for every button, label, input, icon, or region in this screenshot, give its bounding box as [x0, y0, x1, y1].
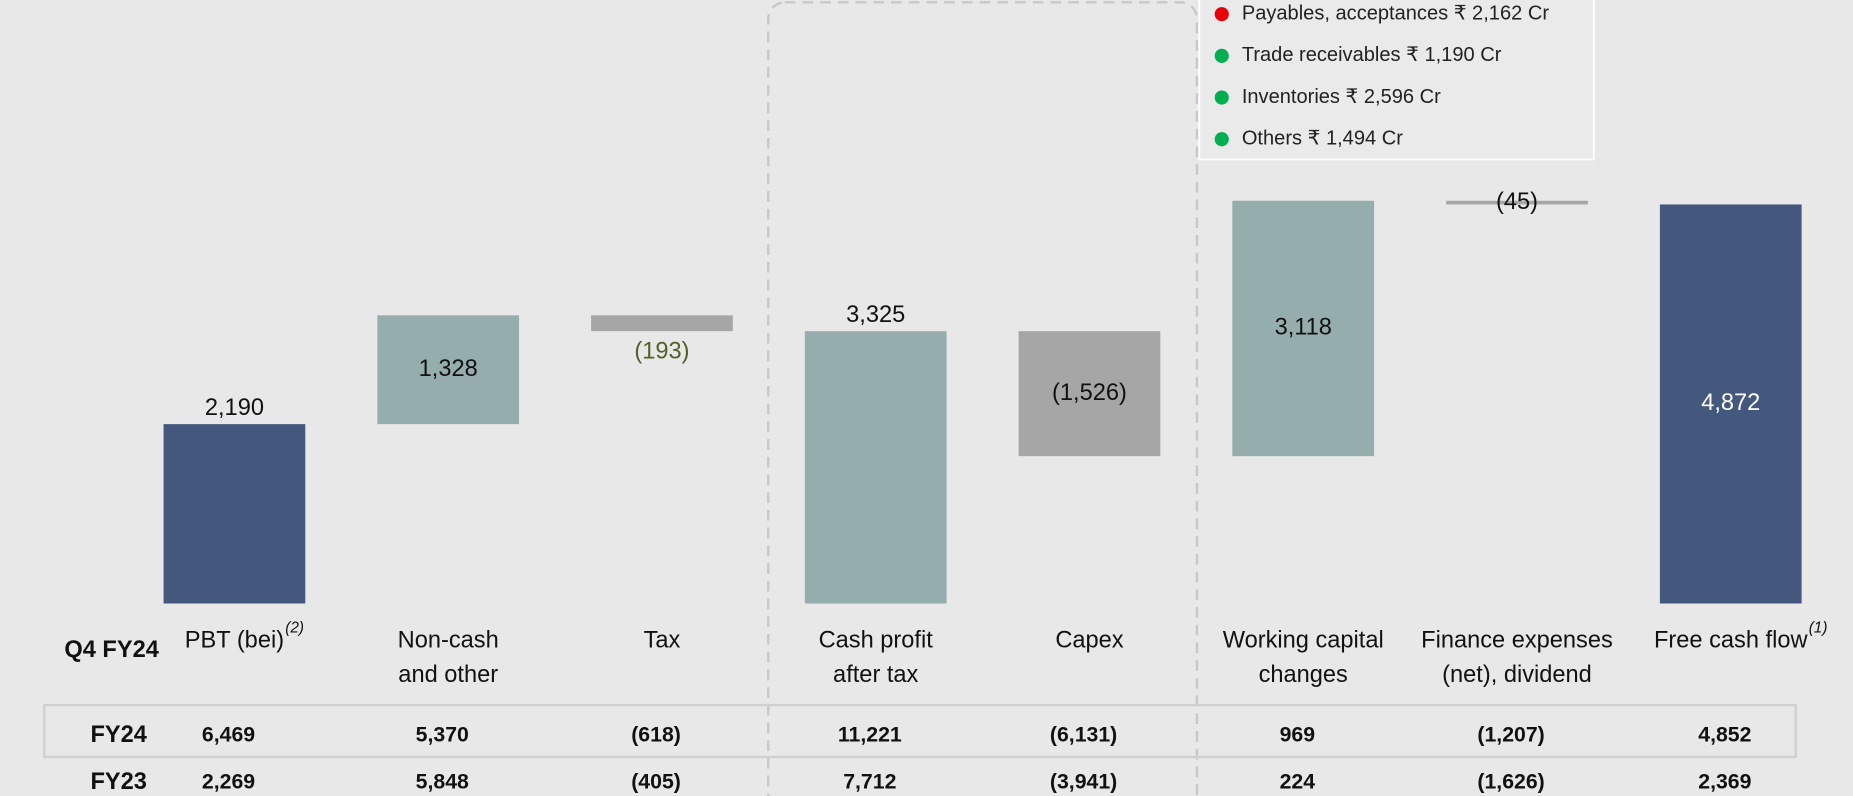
footnote-mark: (1)	[1809, 619, 1828, 636]
value-label: (1,526)	[1052, 380, 1127, 406]
table-cell: 2,369	[1698, 770, 1751, 794]
legend-dot	[1214, 132, 1229, 147]
bar	[1018, 331, 1161, 457]
table-cell: (618)	[631, 722, 681, 746]
row-label: FY24	[90, 722, 146, 748]
bar	[1446, 200, 1588, 205]
footnote-mark: (2)	[285, 619, 304, 636]
category-label: and other	[398, 662, 498, 688]
category-label: Tax	[644, 628, 681, 654]
bar	[163, 424, 306, 604]
category-label: Finance expenses	[1421, 628, 1613, 654]
table-cell: 6,469	[202, 722, 255, 746]
table-row-box	[43, 703, 1797, 759]
category-label: (net), dividend	[1442, 662, 1592, 688]
table-cell: (405)	[631, 770, 681, 794]
bar	[377, 315, 520, 425]
legend-text: Trade receivables ₹ 1,190 Cr	[1242, 44, 1502, 66]
bar	[1659, 204, 1802, 604]
table-cell: 2,269	[202, 770, 255, 794]
period-label: Q4 FY24	[64, 637, 158, 663]
table-cell: 969	[1280, 722, 1316, 746]
value-label: 4,872	[1701, 390, 1760, 416]
value-label: 3,118	[1275, 315, 1332, 341]
bar	[591, 315, 733, 332]
value-label: 1,328	[419, 356, 478, 382]
table-cell: 5,370	[416, 722, 469, 746]
legend-text: Payables, acceptances ₹ 2,162 Cr	[1242, 2, 1550, 24]
highlight-frame	[767, 1, 1199, 796]
category-label: Working capital	[1223, 628, 1384, 654]
value-label: 3,325	[846, 302, 905, 328]
category-label: PBT (bei)	[185, 628, 284, 654]
category-label: Non-cash	[398, 628, 499, 654]
table-cell: 7,712	[843, 770, 896, 794]
value-label: 2,190	[205, 395, 264, 421]
table-cell: 4,852	[1698, 722, 1751, 746]
legend-dot	[1214, 90, 1229, 105]
legend-dot	[1214, 48, 1229, 63]
category-label: changes	[1259, 662, 1348, 688]
category-label: Free cash flow	[1654, 628, 1808, 654]
legend-dot	[1214, 7, 1229, 22]
category-label: Capex	[1055, 628, 1123, 654]
bar	[804, 331, 947, 604]
table-cell: (6,131)	[1050, 722, 1117, 746]
row-label: FY23	[90, 769, 146, 795]
table-cell: 224	[1280, 770, 1316, 794]
legend-box	[1198, 0, 1595, 161]
bar	[1232, 200, 1375, 457]
table-cell: (1,207)	[1477, 722, 1544, 746]
legend-text: Others ₹ 1,494 Cr	[1242, 128, 1403, 150]
category-label: after tax	[833, 662, 918, 688]
table-cell: (1,626)	[1477, 770, 1544, 794]
value-label: (193)	[634, 339, 689, 365]
legend-text: Inventories ₹ 2,596 Cr	[1242, 86, 1441, 108]
category-label: Cash profit	[819, 628, 934, 654]
value-label: (45)	[1496, 189, 1538, 215]
table-cell: 11,221	[838, 722, 902, 746]
table-cell: (3,941)	[1050, 770, 1117, 794]
table-cell: 5,848	[416, 770, 469, 794]
